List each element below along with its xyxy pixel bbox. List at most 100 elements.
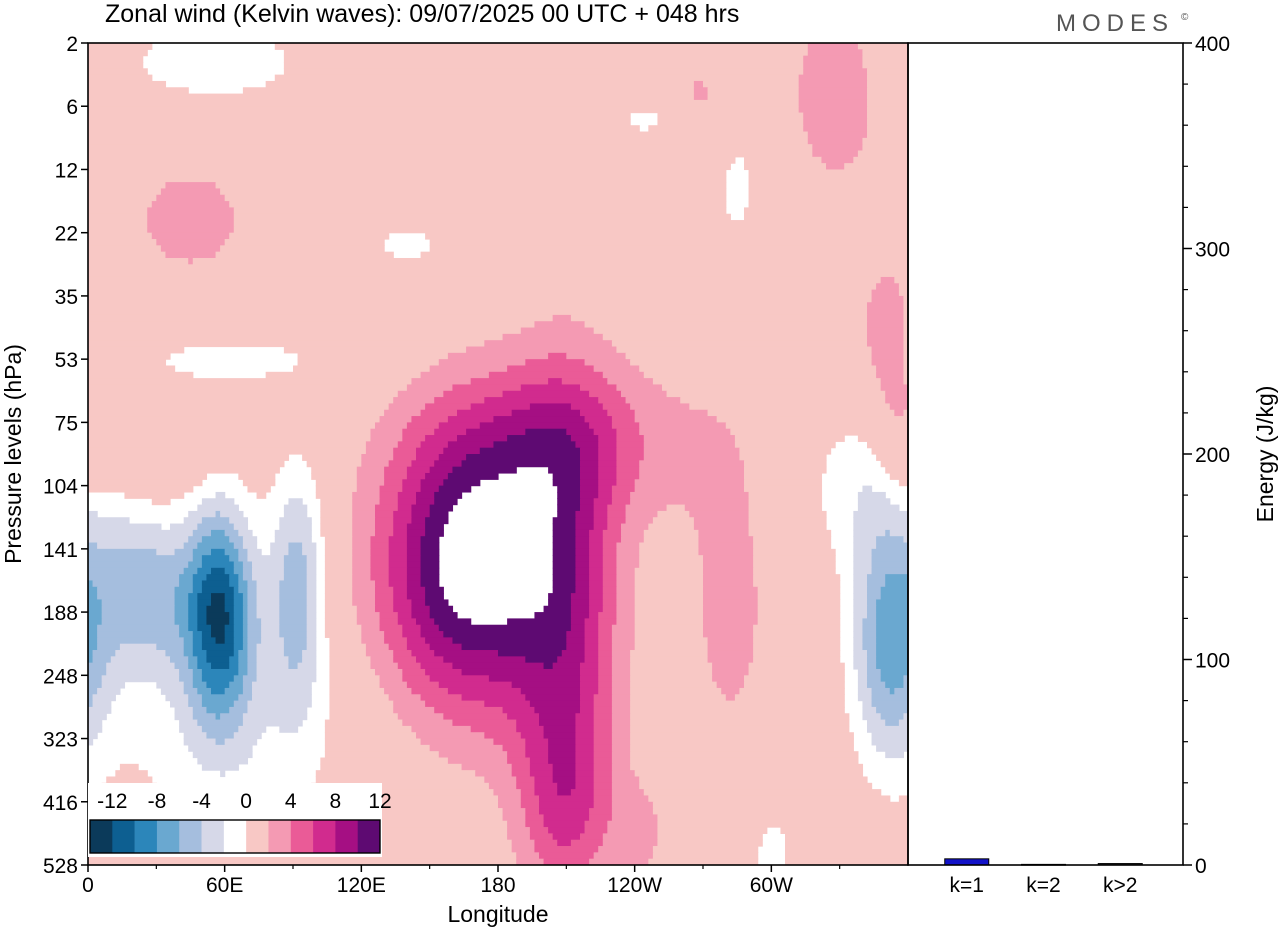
- colorbar-swatch: [313, 820, 336, 853]
- contour-cell: [179, 668, 194, 676]
- contour-cell: [598, 466, 618, 474]
- contour-cell: [233, 542, 244, 550]
- contour-cell: [402, 631, 422, 638]
- contour-cell: [329, 681, 381, 689]
- contour-cell: [520, 795, 540, 803]
- contour-cell: [279, 586, 308, 594]
- contour-cell: [748, 175, 908, 183]
- contour-cell: [634, 567, 704, 575]
- contour-cell: [611, 491, 631, 499]
- contour-cell: [575, 561, 590, 569]
- contour-cell: [607, 504, 627, 512]
- contour-cell: [703, 555, 754, 563]
- contour-cell: [88, 365, 176, 373]
- contour-cell: [165, 251, 217, 259]
- contour-cell: [324, 605, 358, 613]
- contour-cell: [589, 605, 604, 613]
- contour-cell: [156, 194, 226, 202]
- contour-cell: [876, 637, 908, 645]
- contour-cell: [402, 624, 422, 632]
- contour-cell: [165, 650, 185, 657]
- contour-cell: [703, 593, 759, 601]
- contour-cell: [238, 574, 244, 582]
- contour-cell: [429, 612, 458, 619]
- contour-cell: [630, 713, 850, 721]
- contour-cell: [611, 763, 631, 771]
- contour-cell: [502, 808, 526, 816]
- contour-cell: [539, 719, 577, 727]
- contour-cell: [425, 472, 449, 480]
- contour-cell: [853, 523, 908, 531]
- contour-cell: [876, 536, 905, 544]
- contour-cell: [201, 675, 235, 683]
- contour-cell: [279, 725, 299, 733]
- contour-cell: [903, 308, 908, 316]
- contour-cell: [639, 561, 704, 569]
- contour-cell: [247, 580, 258, 588]
- contour-cell: [375, 529, 394, 537]
- contour-cell: [406, 643, 431, 651]
- contour-cell: [580, 485, 599, 493]
- contour-cell: [657, 839, 763, 847]
- contour-cell: [871, 289, 900, 297]
- contour-cell: [370, 542, 390, 550]
- contour-cell: [611, 801, 654, 809]
- contour-cell: [420, 371, 490, 379]
- contour-cell: [201, 555, 230, 563]
- contour-cell: [306, 567, 317, 575]
- contour-cell: [397, 612, 413, 619]
- contour-cell: [876, 618, 908, 626]
- contour-cell: [229, 536, 244, 544]
- contour-cell: [88, 435, 372, 442]
- contour-cell: [639, 542, 700, 550]
- contour-cell: [502, 390, 590, 398]
- contour-cell: [557, 485, 581, 493]
- contour-cell: [589, 599, 604, 607]
- contour-cell: [607, 510, 627, 518]
- contour-cell: [320, 510, 353, 518]
- contour-cell: [602, 574, 618, 582]
- contour-cell: [397, 713, 444, 721]
- contour-cell: [580, 681, 599, 689]
- contour-cell: [871, 548, 908, 556]
- x-tick-label: 180: [480, 874, 515, 897]
- contour-cell: [416, 498, 435, 506]
- contour-cell: [575, 782, 595, 790]
- contour-cell: [306, 586, 317, 594]
- y-tick-label: 75: [55, 412, 78, 435]
- contour-cell: [548, 738, 577, 746]
- contour-cell: [867, 99, 908, 107]
- contour-cell: [516, 858, 545, 865]
- contour-cell: [657, 814, 908, 822]
- contour-cell: [388, 580, 408, 588]
- contour-cell: [88, 416, 381, 423]
- contour-cell: [379, 681, 408, 689]
- contour-cell: [233, 226, 908, 234]
- contour-cell: [192, 713, 217, 721]
- contour-cell: [88, 175, 727, 183]
- contour-cell: [634, 479, 745, 487]
- contour-cell: [598, 675, 613, 683]
- contour-cell: [625, 397, 681, 405]
- contour-cell: [634, 599, 704, 607]
- contour-cell: [188, 694, 203, 702]
- contour-cell: [867, 340, 905, 348]
- contour-cell: [707, 637, 754, 645]
- contour-cell: [903, 409, 908, 417]
- contour-cell: [183, 732, 208, 740]
- x-tick-label: 120E: [337, 874, 386, 897]
- contour-cell: [110, 656, 171, 664]
- contour-cell: [611, 498, 631, 506]
- contour-cell: [853, 599, 868, 607]
- contour-cell: [324, 548, 353, 556]
- contour-cell: [493, 441, 577, 449]
- contour-cell: [88, 359, 167, 367]
- contour-cell: [529, 700, 581, 708]
- contour-cell: [420, 580, 440, 588]
- contour-cell: [648, 523, 695, 531]
- contour-cell: [630, 359, 873, 367]
- contour-cell: [566, 352, 627, 360]
- contour-cell: [807, 43, 859, 50]
- contour-cell: [201, 637, 217, 645]
